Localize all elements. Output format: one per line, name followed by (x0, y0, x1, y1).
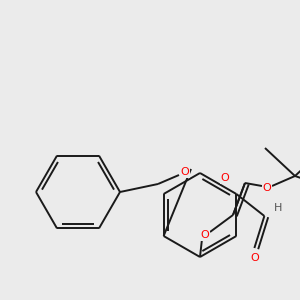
Text: O: O (220, 173, 230, 183)
Text: O: O (262, 183, 272, 193)
Text: O: O (181, 167, 189, 177)
Text: O: O (201, 230, 209, 240)
Text: O: O (250, 253, 259, 263)
Text: H: H (274, 203, 283, 213)
